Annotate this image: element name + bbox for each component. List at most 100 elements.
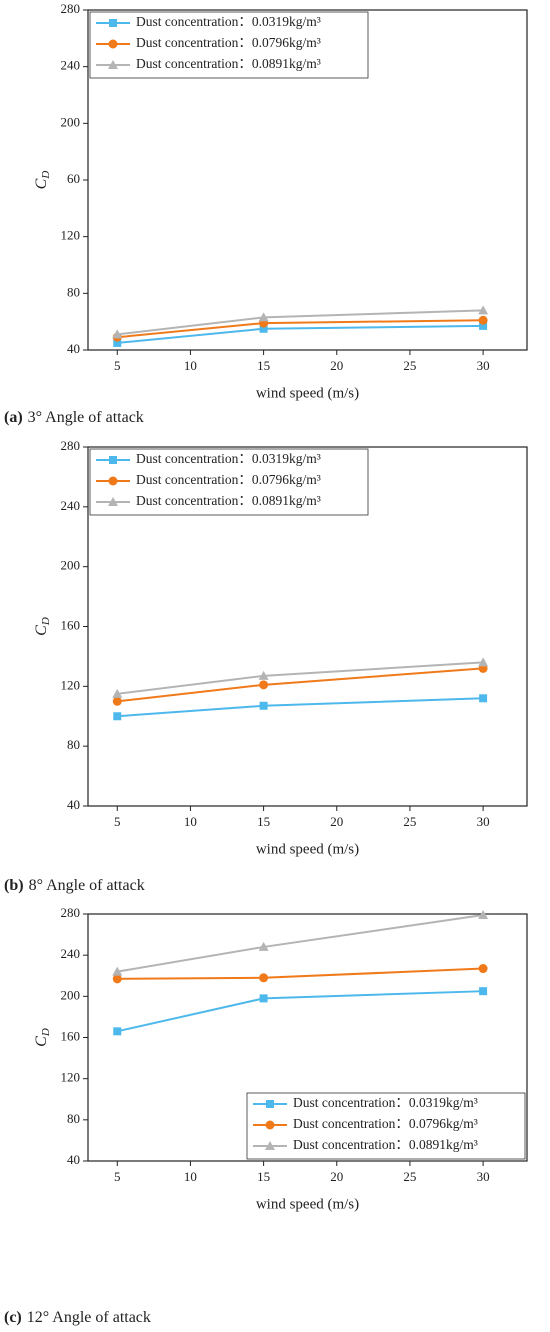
x-tick-label: 15 xyxy=(257,814,270,829)
caption-label: (a) xyxy=(4,409,23,426)
series-line xyxy=(117,967,484,980)
series-line xyxy=(117,661,484,695)
x-tick-label: 20 xyxy=(330,814,343,829)
legend-box xyxy=(89,448,369,516)
legend-text: Dust concentration：0.0891kg/m³ xyxy=(293,1137,478,1152)
legend-marker xyxy=(265,1141,275,1150)
legend-marker xyxy=(265,1120,275,1130)
y-axis-label-sub: D xyxy=(40,617,52,626)
legend-marker xyxy=(108,497,118,506)
y-axis-label-main: C xyxy=(33,625,50,636)
marker xyxy=(259,680,269,690)
marker xyxy=(478,910,489,920)
legend-marker xyxy=(108,39,118,49)
marker xyxy=(479,321,488,330)
marker xyxy=(112,696,122,706)
y-tick-label: 160 xyxy=(61,1028,81,1043)
marker xyxy=(259,701,268,710)
y-axis-label: CD xyxy=(33,617,52,636)
x-tick-label: 10 xyxy=(184,358,197,373)
legend-marker xyxy=(109,19,117,27)
legend-text: Dust concentration：0.0796kg/m³ xyxy=(293,1116,478,1131)
x-tick-label: 5 xyxy=(114,358,121,373)
marker xyxy=(113,338,122,347)
y-tick-label: 120 xyxy=(61,1070,81,1085)
y-tick-label: 80 xyxy=(67,284,80,299)
caption-text: 8° Angle of attack xyxy=(29,877,145,894)
x-tick-label: 25 xyxy=(403,814,416,829)
legend-text: Dust concentration：0.0319kg/m³ xyxy=(136,451,321,466)
x-tick-label: 30 xyxy=(477,814,490,829)
x-tick-label: 10 xyxy=(184,814,197,829)
legend-text: Dust concentration：0.0319kg/m³ xyxy=(136,14,321,29)
caption: (c) 12° Angle of attack xyxy=(4,1309,151,1326)
marker xyxy=(478,964,488,974)
y-tick-label: 200 xyxy=(61,558,81,573)
x-tick-label: 5 xyxy=(114,814,121,829)
y-tick-label: 120 xyxy=(61,677,81,692)
marker xyxy=(112,329,123,339)
series-line xyxy=(117,697,484,718)
panel: 40 80 120 160 200 240 280 5 10 15 20 25 30 wind speed… xyxy=(4,438,528,894)
marker xyxy=(112,974,122,984)
y-tick-label: 240 xyxy=(61,58,81,73)
x-tick-label: 10 xyxy=(184,1169,197,1184)
y-axis-label: CD xyxy=(33,1028,52,1047)
y-axis-label-main: C xyxy=(33,178,50,189)
marker xyxy=(259,324,268,333)
y-tick-label: 280 xyxy=(61,905,81,920)
marker xyxy=(113,712,122,721)
marker xyxy=(478,657,489,667)
x-tick-label: 20 xyxy=(330,358,343,373)
caption-text: 12° Angle of attack xyxy=(27,1309,151,1326)
x-tick-label: 30 xyxy=(477,1169,490,1184)
marker xyxy=(112,966,123,976)
marker xyxy=(258,312,269,322)
legend-box xyxy=(89,11,369,79)
y-tick-label: 40 xyxy=(67,341,80,356)
series-line xyxy=(117,914,484,973)
y-tick-label: 80 xyxy=(67,1111,80,1126)
x-axis-label: wind speed (m/s) xyxy=(256,1196,359,1212)
marker xyxy=(479,987,488,996)
marker xyxy=(258,941,269,951)
panel: 40 80 120 60 200 240 280 5 10 15 20 25 30 wind speed … xyxy=(4,1,528,426)
y-tick-label: 240 xyxy=(61,946,81,961)
marker xyxy=(479,694,488,703)
x-tick-label: 15 xyxy=(257,358,270,373)
legend-text: Dust concentration：0.0796kg/m³ xyxy=(136,35,321,50)
y-axis-label-main: C xyxy=(33,1036,50,1047)
caption: (b) 8° Angle of attack xyxy=(4,877,145,894)
caption-label: (b) xyxy=(4,877,24,894)
x-tick-label: 25 xyxy=(403,1169,416,1184)
x-tick-label: 25 xyxy=(403,358,416,373)
y-tick-label: 80 xyxy=(67,737,80,752)
caption-text: 3° Angle of attack xyxy=(28,409,144,426)
x-tick-label: 15 xyxy=(257,1169,270,1184)
marker xyxy=(259,973,269,983)
legend-text: Dust concentration：0.0891kg/m³ xyxy=(136,493,321,508)
legend-text: Dust concentration：0.0319kg/m³ xyxy=(293,1095,478,1110)
y-tick-label: 240 xyxy=(61,498,81,513)
legend-text: Dust concentration：0.0796kg/m³ xyxy=(136,472,321,487)
x-axis-label: wind speed (m/s) xyxy=(256,385,359,401)
marker xyxy=(113,1027,122,1036)
legend-marker xyxy=(266,1100,274,1108)
legend-box xyxy=(246,1092,526,1160)
caption: (a) 3° Angle of attack xyxy=(4,409,144,426)
x-tick-label: 30 xyxy=(477,358,490,373)
x-tick-label: 20 xyxy=(330,1169,343,1184)
y-axis-label-sub: D xyxy=(40,1028,52,1037)
x-axis-label: wind speed (m/s) xyxy=(256,841,359,857)
legend-text: Dust concentration：0.0891kg/m³ xyxy=(136,56,321,71)
legend-marker xyxy=(108,60,118,69)
legend-marker xyxy=(109,456,117,464)
marker xyxy=(478,315,488,325)
y-tick-label: 160 xyxy=(61,617,81,632)
y-tick-label: 40 xyxy=(67,797,80,812)
marker xyxy=(259,994,268,1003)
y-axis-label: CD xyxy=(33,171,52,190)
y-tick-label: 60 xyxy=(67,171,80,186)
y-tick-label: 40 xyxy=(67,1152,80,1167)
